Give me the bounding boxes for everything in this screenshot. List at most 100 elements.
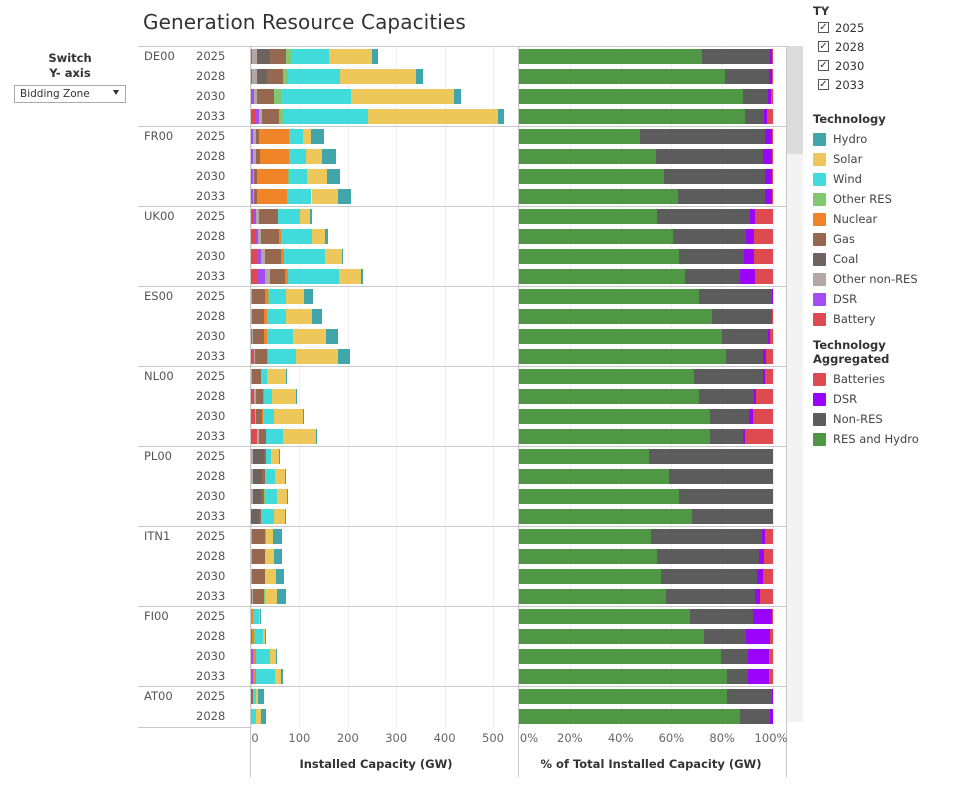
bar-segment-solar[interactable] <box>274 509 286 524</box>
bar-segment-battery[interactable] <box>251 229 256 244</box>
pct-bar-segment-non-res[interactable] <box>672 229 747 244</box>
bar-segment-dsr[interactable] <box>251 629 252 644</box>
bar-segment-nuclear[interactable] <box>285 269 289 284</box>
pct-bar-segment-res-and-hydro[interactable] <box>519 409 710 424</box>
bar-segment-gas[interactable] <box>266 69 283 84</box>
pct-bar-segment-dsr[interactable] <box>771 289 773 304</box>
bar-segment-other-non-res[interactable] <box>251 529 252 544</box>
bar-segment-hydro[interactable] <box>325 329 338 344</box>
bar-segment-dsr[interactable] <box>256 249 261 264</box>
technology-legend-item[interactable]: Hydro <box>813 129 918 149</box>
technology-legend-item[interactable]: DSR <box>813 289 918 309</box>
pct-bar-segment-batteries[interactable] <box>772 149 774 164</box>
bar-segment-wind[interactable] <box>267 329 293 344</box>
bar-segment-battery[interactable] <box>251 349 254 364</box>
pct-bar-segment-res-and-hydro[interactable] <box>519 69 725 84</box>
pct-bar-segment-non-res[interactable] <box>709 429 743 444</box>
bar-segment-solar[interactable] <box>311 229 326 244</box>
bar-segment-hydro[interactable] <box>276 569 285 584</box>
bar-segment-other-non-res[interactable] <box>256 429 259 444</box>
bar-segment-other-non-res[interactable] <box>252 189 254 204</box>
aggregated-legend-item[interactable]: Non-RES <box>813 409 963 429</box>
bar-segment-hydro[interactable] <box>341 249 344 264</box>
bar-segment-coal[interactable] <box>252 449 265 464</box>
bar-segment-solar[interactable] <box>266 369 286 384</box>
bar-segment-other-non-res[interactable] <box>251 329 253 344</box>
bar-segment-gas[interactable] <box>258 429 266 444</box>
technology-legend-item[interactable]: Wind <box>813 169 918 189</box>
pct-bar-segment-dsr[interactable] <box>762 149 773 164</box>
vertical-scrollbar[interactable] <box>787 46 803 722</box>
pct-bar-segment-non-res[interactable] <box>668 469 773 484</box>
bar-segment-other-non-res[interactable] <box>251 309 252 324</box>
pct-bar-segment-batteries[interactable] <box>769 669 773 684</box>
pct-bar-segment-batteries[interactable] <box>771 69 773 84</box>
bar-segment-wind[interactable] <box>278 209 300 224</box>
bar-segment-wind[interactable] <box>255 649 270 664</box>
bar-segment-gas[interactable] <box>252 589 265 604</box>
pct-bar-segment-res-and-hydro[interactable] <box>519 469 669 484</box>
bar-segment-wind[interactable] <box>251 709 256 724</box>
bar-segment-gas[interactable] <box>258 209 278 224</box>
checkbox-icon[interactable]: ✓ <box>818 79 829 90</box>
bar-segment-nuclear[interactable] <box>264 309 267 324</box>
bar-segment-other-non-res[interactable] <box>255 209 259 224</box>
bar-segment-hydro[interactable] <box>260 709 267 724</box>
bar-segment-gas[interactable] <box>252 329 265 344</box>
pct-bar-segment-non-res[interactable] <box>720 649 748 664</box>
bar-segment-wind[interactable] <box>264 489 277 504</box>
bar-segment-dsr[interactable] <box>251 669 253 684</box>
pct-bar-segment-res-and-hydro[interactable] <box>519 329 723 344</box>
pct-bar-segment-batteries[interactable] <box>770 629 773 644</box>
pct-bar-segment-non-res[interactable] <box>722 329 768 344</box>
pct-bar-segment-dsr[interactable] <box>765 189 773 204</box>
bar-segment-coal[interactable] <box>256 49 270 64</box>
pct-bar-segment-res-and-hydro[interactable] <box>519 189 678 204</box>
pct-bar-segment-res-and-hydro[interactable] <box>519 569 662 584</box>
pct-bar-segment-res-and-hydro[interactable] <box>519 609 691 624</box>
bar-segment-wind[interactable] <box>256 669 276 684</box>
pct-bar-segment-non-res[interactable] <box>727 669 748 684</box>
pct-bar-segment-non-res[interactable] <box>704 629 747 644</box>
pct-bar-segment-dsr[interactable] <box>762 369 766 384</box>
pct-bar-segment-res-and-hydro[interactable] <box>519 449 649 464</box>
pct-bar-segment-non-res[interactable] <box>709 409 749 424</box>
bar-segment-dsr[interactable] <box>251 649 253 664</box>
bar-segment-wind[interactable] <box>261 509 275 524</box>
pct-bar-segment-res-and-hydro[interactable] <box>519 129 640 144</box>
bar-segment-solar[interactable] <box>311 189 338 204</box>
bar-segment-gas[interactable] <box>264 249 282 264</box>
bar-segment-wind[interactable] <box>281 229 312 244</box>
bar-segment-other-non-res[interactable] <box>252 149 256 164</box>
technology-legend-item[interactable]: Gas <box>813 229 918 249</box>
bar-segment-gas[interactable] <box>269 49 286 64</box>
bar-segment-other-non-res[interactable] <box>257 229 261 244</box>
pct-bar-segment-res-and-hydro[interactable] <box>519 389 700 404</box>
bar-segment-other-res[interactable] <box>282 69 288 84</box>
bar-segment-other-non-res[interactable] <box>251 589 253 604</box>
bar-segment-wind[interactable] <box>280 89 351 104</box>
bar-segment-dsr[interactable] <box>252 89 254 104</box>
pct-bar-segment-non-res[interactable] <box>727 689 772 704</box>
bar-segment-solar[interactable] <box>285 289 304 304</box>
pct-bar-segment-res-and-hydro[interactable] <box>519 169 664 184</box>
bar-segment-other-res[interactable] <box>278 109 284 124</box>
bar-segment-wind[interactable] <box>252 689 256 704</box>
pct-bar-segment-non-res[interactable] <box>657 209 751 224</box>
pct-bar-segment-batteries[interactable] <box>771 49 773 64</box>
bar-segment-nuclear[interactable] <box>267 349 269 364</box>
bar-segment-solar[interactable] <box>264 589 277 604</box>
pct-bar-segment-batteries[interactable] <box>753 229 773 244</box>
bar-segment-hydro[interactable] <box>302 409 304 424</box>
bar-segment-other-non-res[interactable] <box>264 269 271 284</box>
bar-segment-other-non-res[interactable] <box>251 489 253 504</box>
pct-bar-segment-dsr[interactable] <box>747 669 770 684</box>
pct-bar-segment-non-res[interactable] <box>724 69 770 84</box>
bar-segment-solar[interactable] <box>302 129 311 144</box>
bar-segment-hydro[interactable] <box>286 489 288 504</box>
bar-segment-solar[interactable] <box>275 469 286 484</box>
bar-segment-nuclear[interactable] <box>258 129 289 144</box>
checkbox-icon[interactable]: ✓ <box>818 41 829 52</box>
pct-bar-segment-non-res[interactable] <box>639 129 766 144</box>
bar-segment-solar[interactable] <box>367 109 499 124</box>
